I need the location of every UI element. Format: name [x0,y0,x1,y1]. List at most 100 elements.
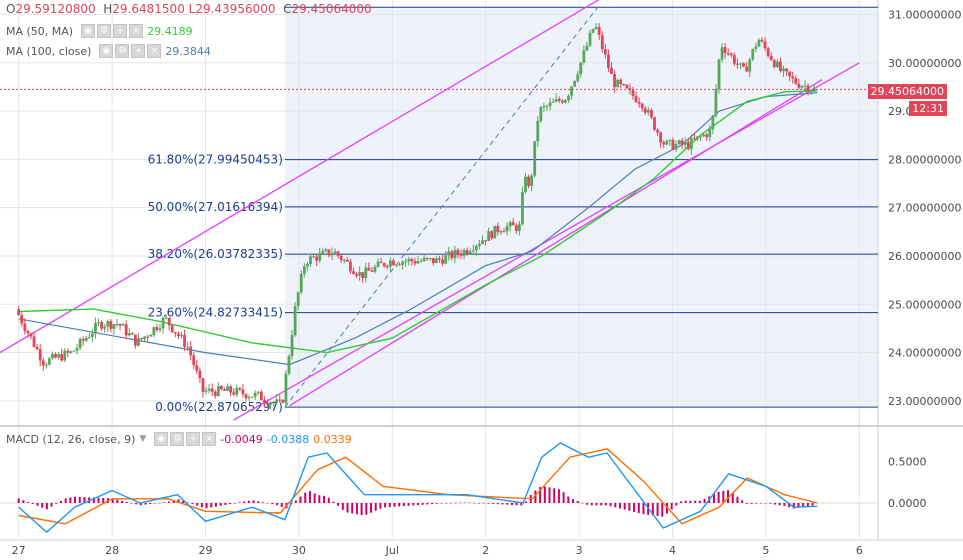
candle-body [474,245,478,251]
time-tick-label: 30 [292,544,306,557]
macd-hist-bar [576,500,579,503]
candle-body [54,354,57,358]
candle-body [410,258,414,262]
candle-body [536,120,540,142]
more-icon[interactable]: + [113,24,128,38]
close-icon[interactable]: × [202,432,217,446]
candle-body [130,333,134,335]
more-icon[interactable]: + [131,44,146,58]
candle-body [127,333,131,336]
candle-body [137,338,140,346]
macd-hist-bar [78,496,81,503]
candle-body [696,136,699,140]
macd-hist-bar [618,503,621,509]
candle-body [422,257,426,261]
settings-icon[interactable]: ⚙ [170,432,185,446]
macd-hist-bar [172,500,175,503]
settings-icon[interactable]: ⚙ [97,24,112,38]
candle-body [708,129,712,138]
candle-body [355,273,358,276]
candle-body [134,334,137,346]
candle-body [668,139,672,141]
ma50-label: MA (50, MA) [6,24,74,38]
visibility-icon[interactable]: ◉ [99,44,114,58]
candle-body [183,334,186,347]
candle-body [511,222,515,226]
candle-body [481,240,484,244]
macd-hist-bar [332,501,335,503]
macd-hist-bar [205,503,208,509]
candle-body [548,102,552,107]
macd-hist-bar [31,503,34,504]
candle-body [459,254,463,256]
candle-body [296,292,300,307]
candle-body [533,141,537,176]
candle-body [680,140,684,145]
candle-body [428,258,432,260]
macd-controls: ◉ ⚙ + × [154,432,217,446]
macd-hist-bar [55,503,58,504]
settings-icon[interactable]: ⚙ [115,44,130,58]
macd-hist-bar [97,497,100,503]
candle-body [490,231,494,239]
candle-body [625,84,629,89]
candle-body [579,62,583,75]
macd-hist-bar [135,503,138,505]
candle-body [570,86,573,96]
macd-hist-bar [257,501,260,503]
candle-body [192,355,196,366]
candle-body [729,53,733,56]
candle-body [235,387,239,395]
candle-body [653,117,656,130]
macd-hist-bar [200,503,203,508]
close-icon[interactable]: × [129,24,144,38]
visibility-icon[interactable]: ◉ [154,432,169,446]
candle-body [306,264,309,267]
candle-body [745,66,749,72]
candle-body [591,28,595,33]
macd-hist-bar [802,503,805,508]
macd-hist-bar [224,503,227,505]
macd-hist-bar [769,503,772,504]
macd-hist-bar [590,503,593,506]
time-tick-label: 4 [669,544,676,557]
candle-body [309,256,312,265]
visibility-icon[interactable]: ◉ [81,24,96,38]
candle-body [732,55,736,64]
candle-body [26,331,30,334]
time-tick-label: 29 [198,544,212,557]
macd-hist-bar [694,500,697,503]
candle-body [607,54,610,68]
candle-body [155,327,159,330]
candle-body [69,351,73,353]
close-icon[interactable]: × [147,44,162,58]
candle-body [585,45,589,51]
candle-body [567,95,570,100]
candle-body [542,106,546,108]
price-tick-label: 30.00000000 [888,57,961,70]
macd-hist-bar [407,503,410,506]
macd-hist-bar [153,503,156,504]
candle-body [800,86,804,88]
more-icon[interactable]: + [186,432,201,446]
macd-hist-bar [698,500,701,503]
chevron-down-icon[interactable]: ▼ [139,434,147,444]
macd-hist-bar [64,498,67,503]
price-tick-label: 31.00000000 [888,8,961,21]
candle-body [321,250,325,254]
macd-hist-bar [431,503,434,505]
macd-hist-bar [83,497,86,503]
candle-body [385,266,389,268]
macd-hist-bar [557,489,560,503]
candle-body [471,250,475,252]
candle-body [238,387,242,390]
time-tick-label: 6 [856,544,863,557]
candle-body [167,317,171,326]
macd-tick-label: 0.5000 [888,455,927,468]
candle-body [333,251,337,254]
candle-body [689,138,693,150]
candle-body [38,349,42,361]
candle-body [465,250,469,254]
candle-body [610,67,613,75]
